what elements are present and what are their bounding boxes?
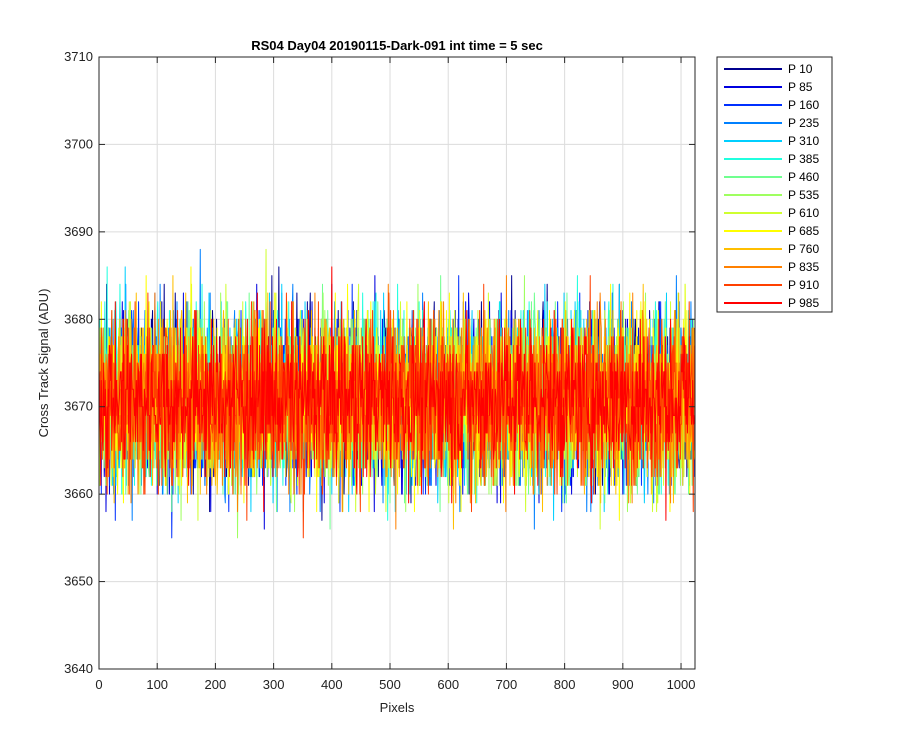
legend-label: P 610	[788, 206, 819, 220]
series-layer	[98, 248, 695, 539]
legend-label: P 760	[788, 242, 819, 256]
x-axis-label: Pixels	[380, 700, 415, 715]
y-tick-label: 3640	[64, 661, 93, 676]
plot-frame	[98, 56, 696, 670]
x-tick-label: 900	[612, 677, 634, 692]
y-tick-label: 3650	[64, 574, 93, 589]
legend-label: P 85	[788, 80, 813, 94]
legend-label: P 835	[788, 260, 819, 274]
y-tick-label: 3660	[64, 486, 93, 501]
x-tick-label: 100	[146, 677, 168, 692]
x-tick-label: 600	[437, 677, 459, 692]
legend-label: P 535	[788, 188, 819, 202]
legend-label: P 235	[788, 116, 819, 130]
x-tick-label: 500	[379, 677, 401, 692]
legend-box	[716, 56, 833, 313]
legend-label: P 385	[788, 152, 819, 166]
legend-label: P 910	[788, 278, 819, 292]
y-axis-ticks: 3640 3650 3660 3670 3680 3690 3700 3710	[64, 49, 695, 676]
x-axis-ticks: 0 100 200 300 400 500 600 700 800 900 1000	[95, 57, 695, 692]
y-tick-label: 3670	[64, 399, 93, 414]
x-tick-label: 700	[496, 677, 518, 692]
x-tick-label: 1000	[667, 677, 696, 692]
series-line-p985	[98, 266, 695, 521]
legend-label: P 160	[788, 98, 819, 112]
x-tick-label: 0	[95, 677, 102, 692]
y-tick-label: 3700	[64, 136, 93, 151]
legend-label: P 310	[788, 134, 819, 148]
x-tick-label: 800	[554, 677, 576, 692]
legend-label: P 985	[788, 296, 819, 310]
x-tick-label: 200	[205, 677, 227, 692]
y-tick-label: 3710	[64, 49, 93, 64]
x-tick-label: 400	[321, 677, 343, 692]
legend-label: P 10	[788, 62, 813, 76]
y-axis-label: Cross Track Signal (ADU)	[36, 289, 51, 438]
chart-title: RS04 Day04 20190115-Dark-091 int time = …	[251, 38, 543, 53]
y-tick-label: 3690	[64, 224, 93, 239]
legend: P 10 P 85 P 160 P 235 P 310 P 385 P 460 P 535 P …	[716, 56, 833, 313]
legend-label: P 685	[788, 224, 819, 238]
y-tick-label: 3680	[64, 311, 93, 326]
legend-label: P 460	[788, 170, 819, 184]
x-tick-label: 300	[263, 677, 285, 692]
